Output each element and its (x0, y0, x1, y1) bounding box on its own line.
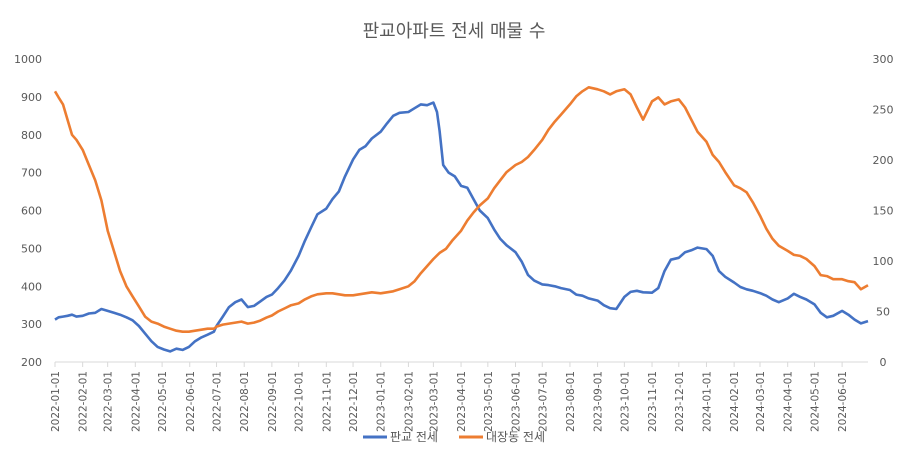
right-axis-tick-label: 50 (876, 306, 890, 319)
right-axis-tick-label: 250 (873, 104, 894, 117)
series-line-1 (54, 101, 869, 353)
right-axis-tick-label: 100 (873, 255, 894, 268)
x-axis-tick-label: 2022-04-01 (130, 371, 142, 432)
left-axis-tick-label: 200 (21, 356, 42, 369)
right-axis-tick-label: 150 (873, 205, 894, 218)
x-axis-tick-label: 2023-02-01 (403, 371, 415, 432)
series-line-2 (53, 86, 869, 333)
x-axis-tick-label: 2024-04-01 (783, 371, 795, 432)
x-axis-tick-label: 2022-12-01 (348, 371, 360, 432)
x-axis-tick-label: 2022-05-01 (157, 371, 169, 432)
left-axis-tick-label: 300 (21, 318, 42, 331)
left-axis-tick-label: 700 (21, 167, 42, 180)
x-axis-tick-label: 2022-07-01 (212, 371, 224, 432)
legend: 판교 전세 대장동 전세 (363, 430, 545, 444)
x-axis-tick-label: 2023-04-01 (456, 371, 468, 432)
series-layer (53, 86, 869, 353)
right-axis-tick-label: 0 (880, 356, 887, 369)
x-axis-tick-label: 2024-05-01 (809, 371, 821, 432)
legend-label: 대장동 전세 (486, 430, 545, 444)
left-axis-tick-label: 1000 (14, 53, 42, 66)
x-axis-tick-label: 2023-09-01 (593, 371, 605, 432)
right-axis-tick-label: 200 (873, 154, 894, 167)
x-axis-tick-label: 2022-03-01 (103, 371, 115, 432)
x-axis-tick-label: 2023-08-01 (565, 371, 577, 432)
left-axis-tick-label: 400 (21, 280, 42, 293)
right-axis-tick-label: 300 (873, 53, 894, 66)
x-axis-tick-label: 2022-10-01 (294, 371, 306, 432)
x-axis-tick-label: 2022-11-01 (321, 371, 333, 432)
left-axis-tick-label: 500 (21, 242, 42, 255)
chart-title: 판교아파트 전세 매물 수 (363, 21, 546, 42)
x-axis-tick-label: 2022-06-01 (185, 371, 197, 432)
x-axis-tick-label: 2023-12-01 (674, 371, 686, 432)
x-axis-tick-label: 2023-07-01 (537, 371, 549, 432)
right-axis: 0 50 100 150 200 250 300 (873, 53, 894, 369)
x-axis-tick-label: 2022-08-01 (239, 371, 251, 432)
x-axis-tick-label: 2024-03-01 (755, 371, 767, 432)
x-axis-tick-label: 2023-01-01 (376, 371, 388, 432)
left-axis: 200 300 400 500 600 700 800 900 1000 (14, 53, 42, 369)
left-axis-tick-label: 800 (21, 129, 42, 142)
x-axis-tick-label: 2023-06-01 (510, 371, 522, 432)
x-axis-tick-label: 2022-09-01 (267, 371, 279, 432)
x-axis-tick-label: 2022-02-01 (78, 371, 90, 432)
x-axis-tick-label: 2022-01-01 (50, 371, 62, 432)
left-axis-tick-label: 900 (21, 91, 42, 104)
x-axis-tick-label: 2023-10-01 (619, 371, 631, 432)
x-axis-tick-label: 2024-06-01 (837, 371, 849, 432)
x-axis-tick-label: 2023-03-01 (428, 371, 440, 432)
legend-label: 판교 전세 (390, 430, 438, 444)
x-axis: 2022-01-01 2022-02-01 2022-03-01 2022-04-01… (50, 362, 849, 432)
x-axis-tick-label: 2023-05-01 (483, 371, 495, 432)
left-axis-tick-label: 600 (21, 205, 42, 218)
x-axis-tick-label: 2023-11-01 (647, 371, 659, 432)
x-axis-tick-label: 2024-02-01 (729, 371, 741, 432)
x-axis-tick-label: 2024-01-01 (701, 371, 713, 432)
